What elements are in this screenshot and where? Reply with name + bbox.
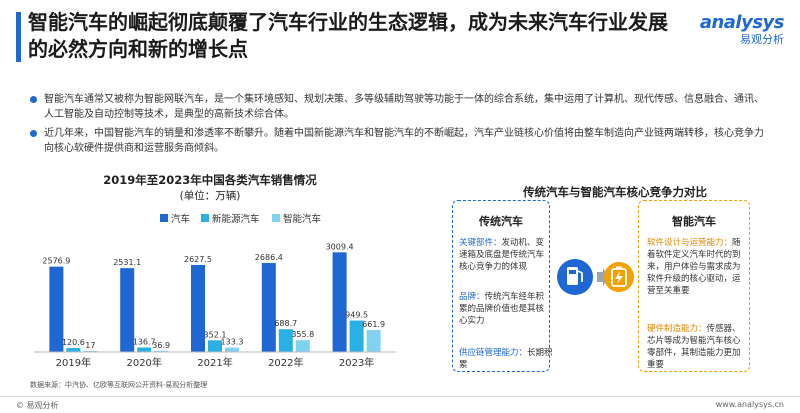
chart-title: 2019年至2023年中国各类汽车销售情况 (103, 173, 317, 187)
x-tick-label: 2023年 (339, 356, 374, 369)
chart-bars: 2576.9 120.6 17 2531.1 136.736.9 2627.5 352.11… (42, 242, 385, 352)
bar-value-label: 688.7 (274, 319, 297, 328)
bar (349, 320, 364, 352)
item-label: 品牌： (459, 292, 485, 302)
x-tick-label: 2020年 (126, 356, 161, 369)
bullet-text: 近几年来，中国智能汽车的销量和渗透率不断攀升。随着中国新能源汽车和智能汽车的不断… (44, 128, 764, 154)
battery-icon (604, 262, 634, 292)
smart-item: 软件设计与运营能力：随着软件定义汽车时代的到来，用户体验与需求成为软件升级的核心… (647, 237, 743, 297)
bar (66, 348, 81, 352)
chart-legend: 汽车 新能源汽车 智能汽车 (160, 213, 321, 225)
traditional-car-panel: 传统汽车 关键部件：发动机、变速箱及底盘是传统汽车核心竞争力的体现 品牌：传统汽… (452, 200, 553, 372)
item-label: 供应链管理能力： (459, 348, 528, 358)
bar-value-label: 2576.9 (42, 257, 70, 266)
fuel-pump-icon (557, 259, 593, 295)
bar-value-label: 355.8 (291, 330, 314, 339)
traditional-item: 关键部件：发动机、变速箱及底盘是传统汽车核心竞争力的体现 (459, 237, 545, 273)
bar (120, 268, 135, 352)
bar-value-label: 133.3 (221, 338, 244, 347)
item-label: 关键部件： (459, 238, 502, 248)
data-source-note: 数据来源：中汽协、亿欧等互联网公开资料·易观分析整理 (30, 381, 208, 389)
traditional-item: 供应链管理能力：长期积累 (459, 347, 555, 371)
analysys-logo: analysys 易观分析 (684, 12, 785, 47)
bar-value-label: 2627.5 (184, 255, 212, 264)
x-tick-label: 2021年 (197, 356, 232, 369)
bar-value-label: 17 (85, 341, 95, 350)
smart-item: 硬件制造能力：传感器、芯片等成为智能汽车核心零部件，其制造能力更加重要 (647, 323, 743, 371)
bar-value-label: 661.9 (362, 320, 385, 329)
item-text: 传统汽车经年积累的品牌价值也是其核心实力 (459, 292, 545, 326)
title-accent-bar (16, 12, 21, 62)
traditional-car-title: 传统汽车 (479, 215, 523, 228)
bar (49, 266, 64, 352)
bar-value-label: 136.7 (133, 337, 156, 346)
bullet-dot-icon (30, 130, 37, 137)
bar (191, 264, 205, 352)
bar (366, 330, 381, 352)
item-text: 传感器、芯片等成为智能汽车核心零部件，其制造能力更加重要 (647, 324, 741, 370)
legend-label: 智能汽车 (283, 213, 321, 225)
x-tick-label: 2022年 (268, 356, 303, 369)
comparison-title: 传统汽车与智能汽车核心竞争力对比 (523, 185, 707, 199)
smart-car-panel: 智能汽车 软件设计与运营能力：随着软件定义汽车时代的到来，用户体验与需求成为软件… (638, 200, 750, 372)
bar-value-label: 120.6 (62, 338, 85, 347)
chart-subtitle: (单位：万辆) (179, 190, 241, 202)
legend-label: 汽车 (171, 213, 190, 225)
traditional-item: 品牌：传统汽车经年积累的品牌价值也是其核心实力 (459, 291, 545, 327)
legend-label: 新能源汽车 (212, 213, 260, 225)
logo-text-en: analysys (699, 12, 785, 33)
bullet-dot-icon (30, 96, 37, 103)
bar (154, 350, 169, 352)
bullet-item: 智能汽车通常又被称为智能网联汽车，是一个集环境感知、规划决策、多等级辅助驾驶等功… (28, 92, 768, 122)
smart-car-title: 智能汽车 (672, 215, 716, 228)
bullet-item: 近几年来，中国智能汽车的销量和渗透率不断攀升。随着中国新能源汽车和智能汽车的不断… (28, 126, 768, 156)
bar (225, 347, 239, 352)
legend-swatch (201, 214, 209, 222)
legend-swatch (160, 214, 168, 222)
bar (332, 252, 347, 352)
bar-value-label: 352.1 (204, 330, 227, 339)
bar-value-label: 3009.4 (326, 242, 354, 251)
logo-text-cn: 易观分析 (740, 33, 784, 46)
item-text: 长期积累 (459, 348, 553, 370)
bar-value-label: 949.5 (345, 311, 368, 320)
bar-value-label: 2686.4 (255, 253, 283, 262)
item-text: 随着软件定义汽车时代的到来，用户体验与需求成为软件升级的核心驱动，运营至关重要 (647, 238, 741, 296)
bullet-text: 智能汽车通常又被称为智能网联汽车，是一个集环境感知、规划决策、多等级辅助驾驶等功… (44, 94, 764, 120)
footer-divider (0, 396, 800, 397)
item-text: 发动机、变速箱及底盘是传统汽车核心竞争力的体现 (459, 238, 545, 272)
intro-bullets: 智能汽车通常又被称为智能网联汽车，是一个集环境感知、规划决策、多等级辅助驾驶等功… (28, 92, 768, 160)
bar (137, 347, 152, 352)
bar-value-label: 2531.1 (113, 258, 141, 267)
page-title: 智能汽车的崛起彻底颠覆了汽车行业的生态逻辑，成为未来汽车行业发展的必然方向和新的… (28, 10, 668, 61)
x-axis-ticks: 2019年 2020年 2021年 2022年 2023年 (56, 356, 375, 369)
legend-swatch (272, 214, 280, 222)
bar-value-label: 36.9 (152, 341, 170, 350)
bar (261, 263, 276, 352)
comparison-icons (557, 259, 634, 295)
bar (295, 340, 310, 352)
item-label: 软件设计与运营能力： (647, 238, 733, 248)
sales-bar-chart: 汽车 新能源汽车 智能汽车 2576.9 120.6 17 2531.1 136.736.9… (34, 213, 396, 369)
bar (208, 340, 222, 352)
x-tick-label: 2019年 (56, 356, 91, 369)
bar (278, 329, 293, 352)
item-label: 硬件制造能力： (647, 324, 707, 334)
footer-copyright: © 易观分析 (16, 401, 59, 410)
footer-website: www.analysys.cn (715, 400, 784, 409)
